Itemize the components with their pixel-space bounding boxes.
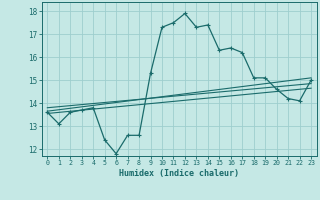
X-axis label: Humidex (Indice chaleur): Humidex (Indice chaleur) <box>119 169 239 178</box>
